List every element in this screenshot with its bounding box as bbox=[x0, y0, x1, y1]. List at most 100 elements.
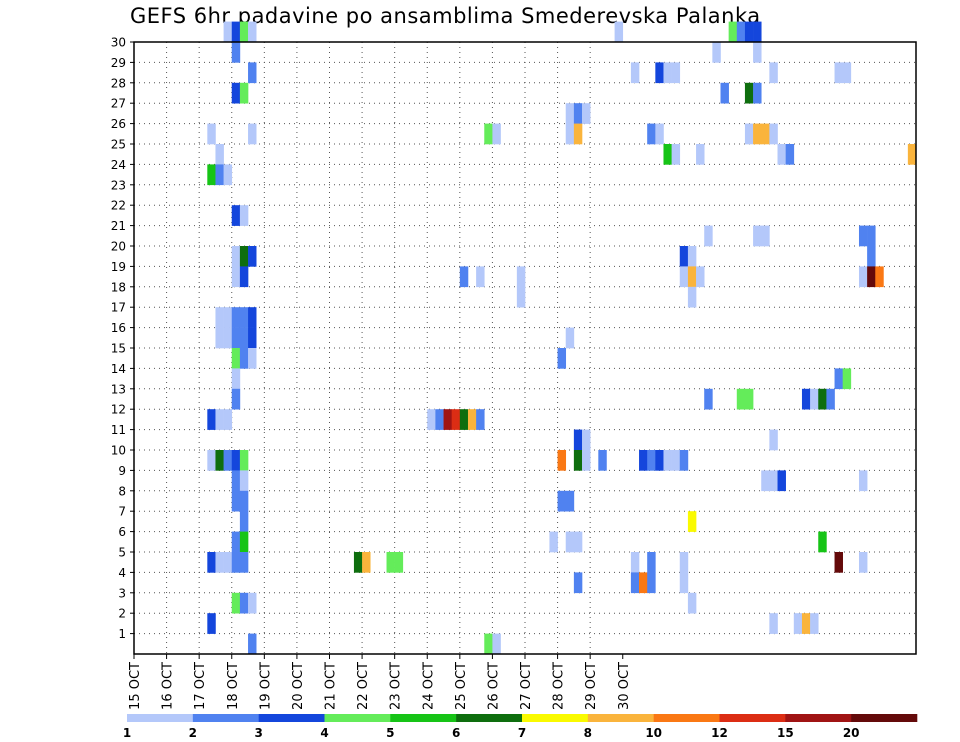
y-tick-label: 27 bbox=[111, 97, 126, 111]
legend-swatch bbox=[390, 714, 457, 722]
heatmap-cell bbox=[712, 42, 721, 63]
heatmap-cell bbox=[598, 450, 607, 471]
heatmap-cell bbox=[231, 450, 241, 471]
legend-label: 5 bbox=[386, 726, 394, 740]
y-tick-label: 6 bbox=[118, 525, 126, 539]
x-tick-label: 28 OCT bbox=[552, 662, 567, 710]
y-tick-label: 23 bbox=[111, 178, 126, 192]
y-tick-label: 14 bbox=[111, 362, 126, 376]
heatmap-cell bbox=[239, 348, 249, 369]
heatmap-cells bbox=[207, 21, 917, 655]
heatmap-cell bbox=[810, 613, 819, 634]
heatmap-cell bbox=[362, 552, 371, 573]
heatmap-cell bbox=[696, 266, 705, 288]
heatmap-cell bbox=[858, 266, 868, 288]
heatmap-cell bbox=[207, 552, 216, 573]
legend-label: 7 bbox=[518, 726, 526, 740]
legend-swatch bbox=[785, 714, 852, 722]
heatmap-cell bbox=[207, 409, 216, 430]
heatmap-cell bbox=[231, 531, 241, 553]
heatmap-cell bbox=[655, 62, 664, 84]
x-tick-label: 22 OCT bbox=[356, 662, 371, 710]
heatmap-cell bbox=[248, 246, 257, 267]
heatmap-cell bbox=[867, 225, 876, 247]
heatmap-cell bbox=[239, 450, 249, 471]
heatmap-cell bbox=[239, 552, 249, 573]
heatmap-cell bbox=[744, 21, 754, 43]
heatmap-cell bbox=[353, 552, 363, 573]
heatmap-cell bbox=[516, 266, 526, 288]
heatmap-cell bbox=[679, 552, 689, 573]
heatmap-cell bbox=[687, 286, 697, 308]
heatmap-cell bbox=[753, 123, 762, 145]
heatmap-cell bbox=[769, 470, 778, 492]
legend-swatch bbox=[851, 714, 918, 722]
heatmap-cell bbox=[647, 450, 656, 471]
heatmap-cell bbox=[231, 266, 241, 288]
heatmap-cell bbox=[459, 409, 469, 430]
heatmap-cell bbox=[834, 62, 843, 84]
heatmap-cell bbox=[215, 552, 224, 573]
heatmap-cell bbox=[248, 348, 257, 369]
legend-label: 10 bbox=[645, 726, 662, 740]
heatmap-cell bbox=[215, 144, 224, 165]
x-tick-label: 15 OCT bbox=[128, 662, 143, 710]
heatmap-cell bbox=[761, 123, 770, 145]
heatmap-cell bbox=[736, 388, 746, 410]
legend-swatch bbox=[192, 714, 259, 722]
heatmap-cell bbox=[647, 123, 656, 145]
x-tick-label: 20 OCT bbox=[291, 662, 306, 710]
heatmap-cell bbox=[248, 633, 257, 655]
heatmap-cell bbox=[223, 409, 233, 430]
heatmap-cell bbox=[744, 82, 754, 104]
legend-label: 15 bbox=[777, 726, 794, 740]
heatmap-cell bbox=[818, 531, 827, 553]
heatmap-cell bbox=[687, 511, 697, 532]
heatmap-cell bbox=[744, 123, 754, 145]
heatmap-cell bbox=[801, 388, 811, 410]
y-tick-label: 24 bbox=[111, 158, 126, 172]
heatmap-cell bbox=[639, 450, 648, 471]
y-tick-label: 17 bbox=[111, 301, 126, 315]
heatmap-cell bbox=[565, 531, 575, 553]
y-tick-label: 7 bbox=[118, 505, 126, 519]
x-tick-label: 25 OCT bbox=[454, 662, 469, 710]
heatmap-cell bbox=[810, 388, 819, 410]
y-tick-label: 15 bbox=[111, 342, 126, 356]
heatmap-cell bbox=[769, 429, 778, 451]
legend-swatch bbox=[127, 714, 194, 722]
legend-swatch bbox=[719, 714, 786, 722]
heatmap-cell bbox=[573, 429, 583, 451]
x-axis: 15 OCT 16 OCT 17 OCT 18 OCT 19 OCT 20 OCT 21 O… bbox=[128, 654, 632, 710]
heatmap-cell bbox=[239, 21, 249, 43]
heatmap-cell bbox=[655, 450, 664, 471]
heatmap-cell bbox=[231, 552, 241, 573]
y-tick-label: 12 bbox=[111, 403, 126, 417]
heatmap-cell bbox=[777, 144, 786, 165]
y-tick-label: 18 bbox=[111, 280, 126, 294]
heatmap-cell bbox=[248, 62, 257, 84]
legend-swatch bbox=[258, 714, 325, 722]
heatmap-cell bbox=[223, 552, 233, 573]
heatmap-cell bbox=[549, 531, 558, 553]
heatmap-cell bbox=[231, 490, 241, 512]
heatmap-cell bbox=[769, 613, 778, 634]
x-tick-label: 30 OCT bbox=[617, 662, 632, 710]
heatmap-cell bbox=[573, 450, 583, 471]
heatmap-cell bbox=[451, 409, 461, 430]
heatmap-cell bbox=[696, 144, 705, 165]
y-tick-label: 16 bbox=[111, 321, 126, 335]
heatmap-cell bbox=[248, 592, 257, 614]
heatmap-cell bbox=[753, 225, 762, 247]
x-tick-label: 27 OCT bbox=[519, 662, 534, 710]
heatmap-cell bbox=[207, 613, 216, 634]
heatmap-cell bbox=[239, 307, 249, 328]
heatmap-cell bbox=[231, 592, 241, 614]
heatmap-cell bbox=[630, 62, 640, 84]
heatmap-cell bbox=[842, 368, 852, 390]
heatmap-cell bbox=[215, 409, 224, 430]
heatmap-cell bbox=[223, 164, 233, 186]
heatmap-cell bbox=[834, 552, 843, 573]
y-tick-label: 21 bbox=[111, 219, 126, 233]
